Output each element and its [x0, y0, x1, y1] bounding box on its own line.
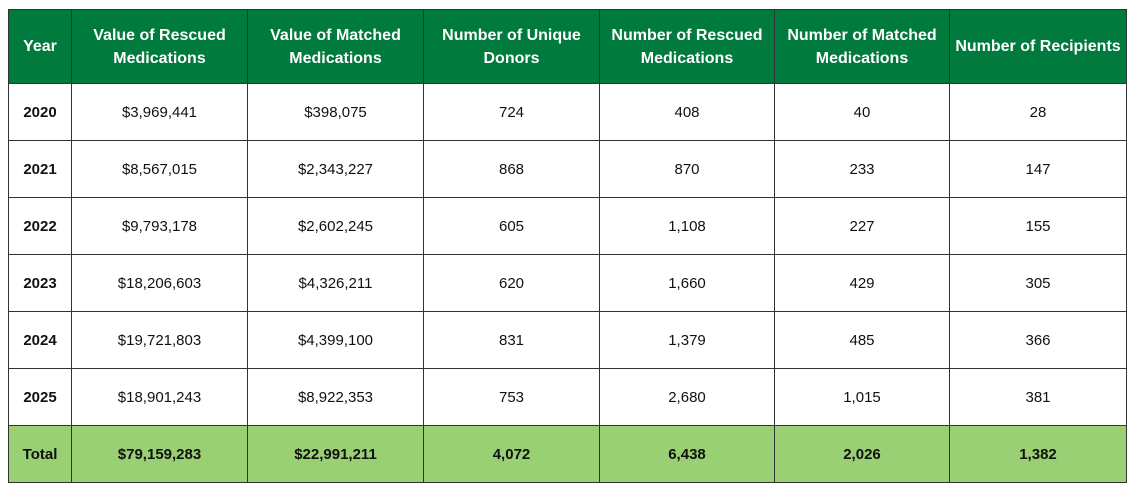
total-row: Total $79,159,283 $22,991,211 4,072 6,438 2,0… — [8, 425, 1127, 483]
table-cell: 1,015 — [774, 368, 950, 426]
column-header: Number of Matched Medications — [774, 9, 950, 84]
total-cell: 1,382 — [949, 425, 1127, 483]
table-cell: 147 — [949, 140, 1127, 198]
year-cell: 2020 — [8, 83, 72, 141]
table-cell: 831 — [423, 311, 600, 369]
total-cell: $22,991,211 — [247, 425, 424, 483]
table-cell: 870 — [599, 140, 775, 198]
table-cell: $18,206,603 — [71, 254, 248, 312]
table-cell: 28 — [949, 83, 1127, 141]
table-cell: 2,680 — [599, 368, 775, 426]
header-row: Year Value of Rescued Medications Value of… — [8, 9, 1127, 84]
table-row: 2021 $8,567,015 $2,343,227 868 870 233 147 — [8, 140, 1127, 198]
table-cell: $398,075 — [247, 83, 424, 141]
table-row: 2023 $18,206,603 $4,326,211 620 1,660 429 305 — [8, 254, 1127, 312]
table-cell: $9,793,178 — [71, 197, 248, 255]
table-cell: 1,660 — [599, 254, 775, 312]
year-cell: 2024 — [8, 311, 72, 369]
table-cell: 429 — [774, 254, 950, 312]
column-header: Value of Rescued Medications — [71, 9, 248, 84]
table-cell: 868 — [423, 140, 600, 198]
table-cell: 233 — [774, 140, 950, 198]
table-cell: $8,922,353 — [247, 368, 424, 426]
table-cell: 620 — [423, 254, 600, 312]
column-header: Value of Matched Medications — [247, 9, 424, 84]
table-cell: 1,379 — [599, 311, 775, 369]
table-cell: 40 — [774, 83, 950, 141]
total-cell: 2,026 — [774, 425, 950, 483]
total-cell: $79,159,283 — [71, 425, 248, 483]
table-cell: $3,969,441 — [71, 83, 248, 141]
total-cell: 4,072 — [423, 425, 600, 483]
table-cell: $8,567,015 — [71, 140, 248, 198]
total-cell: 6,438 — [599, 425, 775, 483]
column-header: Year — [8, 9, 72, 84]
total-label: Total — [8, 425, 72, 483]
table-cell: 753 — [423, 368, 600, 426]
table-row: 2022 $9,793,178 $2,602,245 605 1,108 227 155 — [8, 197, 1127, 255]
column-header: Number of Recipients — [949, 9, 1127, 84]
table-cell: 381 — [949, 368, 1127, 426]
table-cell: 155 — [949, 197, 1127, 255]
table-cell: $19,721,803 — [71, 311, 248, 369]
year-cell: 2022 — [8, 197, 72, 255]
column-header: Number of Unique Donors — [423, 9, 600, 84]
table-cell: $4,326,211 — [247, 254, 424, 312]
year-cell: 2021 — [8, 140, 72, 198]
table-cell: $18,901,243 — [71, 368, 248, 426]
table-cell: 485 — [774, 311, 950, 369]
table-row: 2020 $3,969,441 $398,075 724 408 40 28 — [8, 83, 1127, 141]
table-cell: 605 — [423, 197, 600, 255]
table-cell: $2,343,227 — [247, 140, 424, 198]
table-row: 2025 $18,901,243 $8,922,353 753 2,680 1,015 38… — [8, 368, 1127, 426]
year-cell: 2023 — [8, 254, 72, 312]
column-header: Number of Rescued Medications — [599, 9, 775, 84]
table-cell: 724 — [423, 83, 600, 141]
table-cell: 408 — [599, 83, 775, 141]
table-cell: $2,602,245 — [247, 197, 424, 255]
table-cell: 305 — [949, 254, 1127, 312]
table-cell: 227 — [774, 197, 950, 255]
table-cell: 1,108 — [599, 197, 775, 255]
table-row: 2024 $19,721,803 $4,399,100 831 1,379 485 366 — [8, 311, 1127, 369]
table-cell: $4,399,100 — [247, 311, 424, 369]
table-cell: 366 — [949, 311, 1127, 369]
data-table: Year Value of Rescued Medications Value of… — [8, 9, 1127, 483]
year-cell: 2025 — [8, 368, 72, 426]
